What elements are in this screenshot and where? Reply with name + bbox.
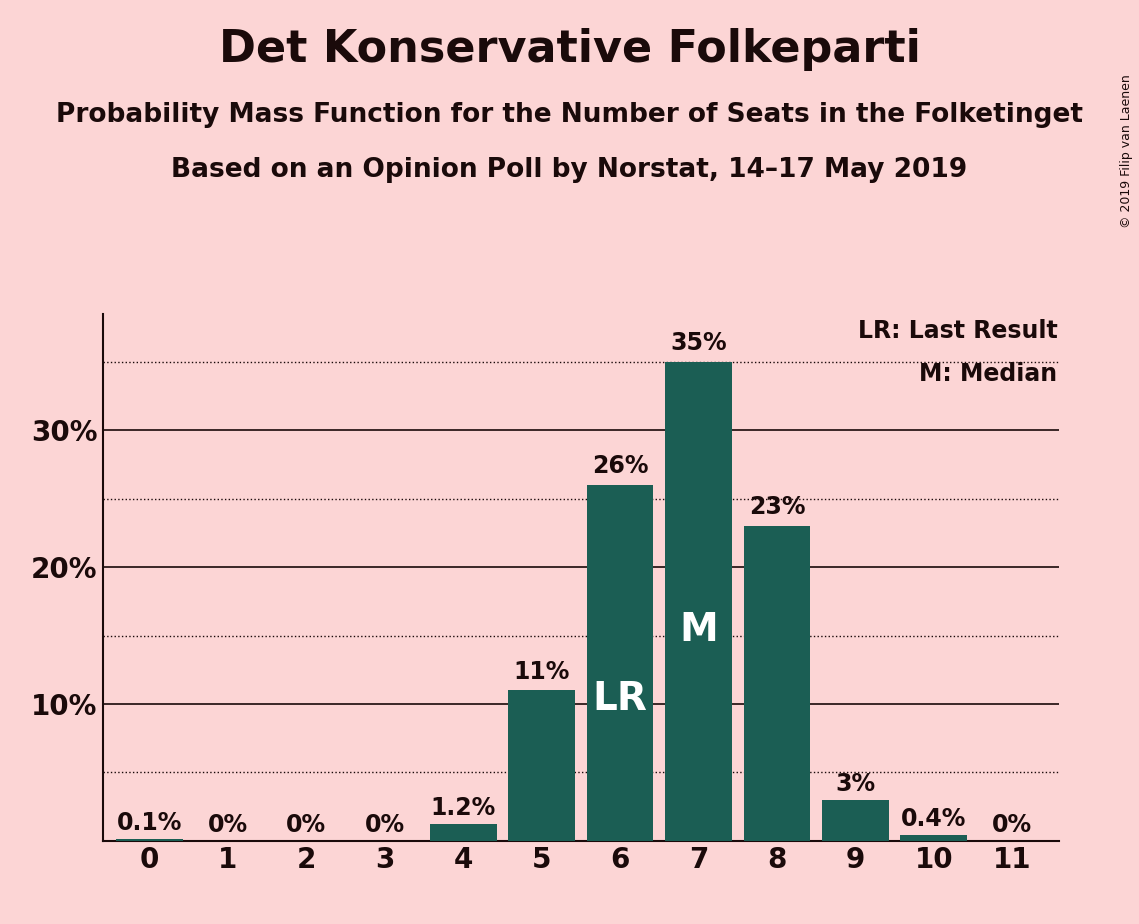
Text: 35%: 35% xyxy=(670,331,727,355)
Bar xyxy=(901,835,967,841)
Bar xyxy=(116,840,183,841)
Text: 1.2%: 1.2% xyxy=(431,796,495,821)
Text: LR: LR xyxy=(592,680,648,718)
Text: 0.1%: 0.1% xyxy=(117,811,182,835)
Bar xyxy=(508,690,575,841)
Text: © 2019 Filip van Laenen: © 2019 Filip van Laenen xyxy=(1121,74,1133,227)
Text: 0.4%: 0.4% xyxy=(901,808,967,832)
Text: M: M xyxy=(679,612,718,650)
Text: 11%: 11% xyxy=(514,660,570,684)
Text: 23%: 23% xyxy=(748,495,805,519)
Text: LR: Last Result: LR: Last Result xyxy=(858,320,1057,344)
Bar xyxy=(587,485,654,841)
Bar xyxy=(429,824,497,841)
Text: 0%: 0% xyxy=(364,813,404,837)
Text: Probability Mass Function for the Number of Seats in the Folketinget: Probability Mass Function for the Number… xyxy=(56,102,1083,128)
Text: Based on an Opinion Poll by Norstat, 14–17 May 2019: Based on an Opinion Poll by Norstat, 14–… xyxy=(171,157,968,183)
Text: 0%: 0% xyxy=(208,813,248,837)
Text: Det Konservative Folkeparti: Det Konservative Folkeparti xyxy=(219,28,920,71)
Text: 3%: 3% xyxy=(835,772,876,796)
Text: M: Median: M: Median xyxy=(919,361,1057,385)
Bar xyxy=(744,526,810,841)
Bar xyxy=(665,362,732,841)
Text: 26%: 26% xyxy=(592,455,648,479)
Text: 0%: 0% xyxy=(286,813,327,837)
Text: 0%: 0% xyxy=(992,813,1032,837)
Bar xyxy=(822,800,888,841)
